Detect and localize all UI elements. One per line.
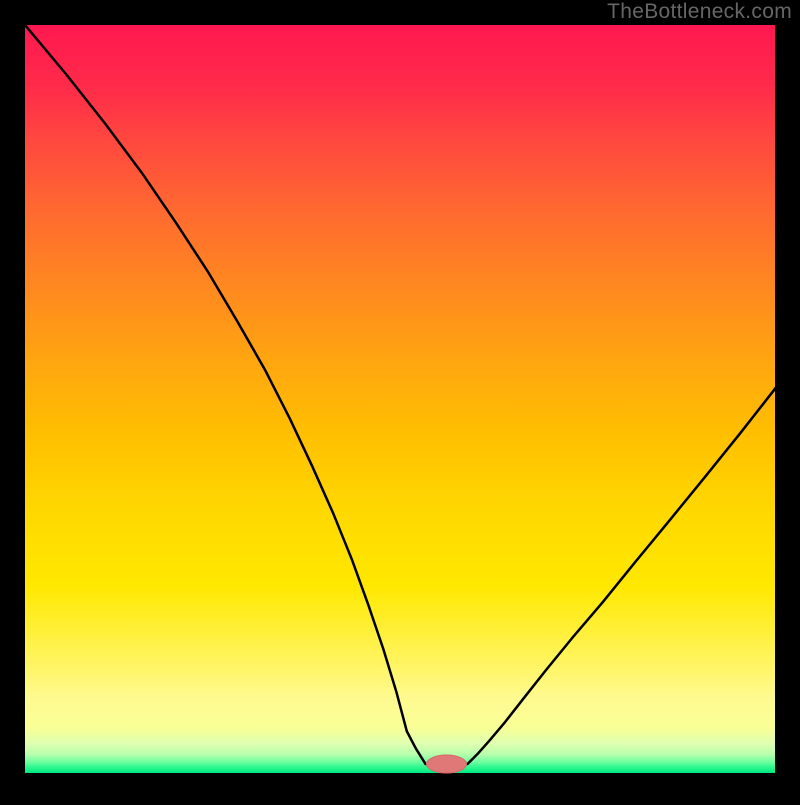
optimal-marker xyxy=(427,755,467,773)
gradient-background xyxy=(25,25,775,773)
bottleneck-chart-svg xyxy=(0,0,800,800)
watermark-text: TheBottleneck.com xyxy=(607,0,792,24)
chart-container xyxy=(0,0,800,800)
